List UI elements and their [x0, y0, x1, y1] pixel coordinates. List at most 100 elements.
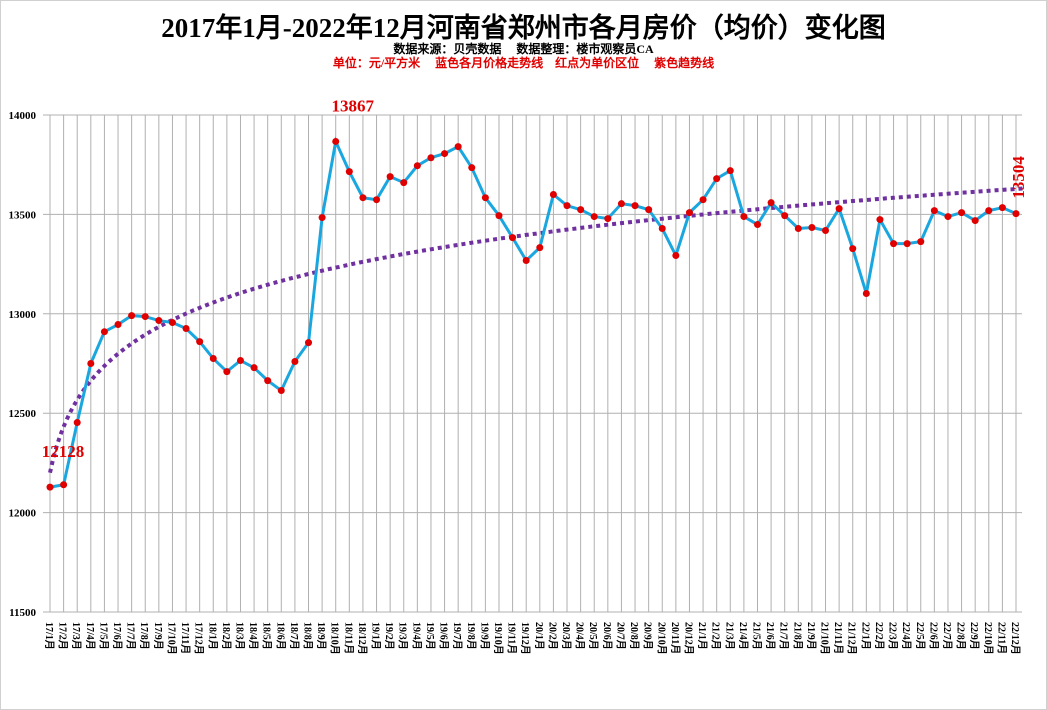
data-label: 13504	[1009, 156, 1028, 199]
x-tick-label: 21/9月	[805, 622, 817, 650]
x-tick-label: 22/11月	[995, 622, 1007, 654]
data-point	[998, 204, 1006, 212]
data-point	[645, 206, 653, 214]
data-point	[373, 196, 381, 204]
data-point	[141, 313, 149, 321]
x-tick-label: 20/11月	[669, 622, 681, 654]
data-point	[740, 213, 748, 221]
x-tick-label: 21/3月	[723, 622, 735, 650]
x-tick-label: 20/9月	[642, 622, 654, 650]
x-tick-label: 18/1月	[206, 622, 218, 650]
data-point	[944, 213, 952, 221]
data-point	[890, 240, 898, 248]
data-point	[781, 212, 789, 220]
data-point	[1012, 210, 1020, 218]
x-tick-label: 18/2月	[220, 622, 232, 650]
data-point	[427, 154, 435, 162]
y-tick-label: 11500	[9, 607, 36, 619]
y-tick-label: 12500	[9, 408, 37, 420]
x-tick-label: 20/8月	[628, 622, 640, 650]
x-tick-label: 19/6月	[438, 622, 450, 650]
x-tick-label: 19/9月	[478, 622, 490, 650]
x-tick-label: 19/2月	[383, 622, 395, 650]
data-point	[808, 224, 816, 232]
x-tick-label: 22/1月	[859, 622, 871, 650]
x-tick-label: 21/5月	[750, 622, 762, 650]
x-tick-label: 21/4月	[737, 622, 749, 650]
x-tick-label: 18/5月	[261, 622, 273, 650]
trendline	[48, 186, 1027, 474]
data-point	[155, 317, 163, 325]
data-point	[359, 194, 367, 202]
x-tick-label: 21/6月	[764, 622, 776, 650]
data-point	[631, 202, 639, 210]
x-tick-label: 21/7月	[778, 622, 790, 650]
data-point	[822, 227, 830, 235]
data-point	[930, 207, 938, 215]
x-tick-label: 22/12月	[1009, 622, 1021, 655]
x-tick-label: 20/1月	[533, 622, 545, 650]
data-point	[509, 234, 517, 242]
data-point	[849, 245, 857, 253]
data-point	[699, 196, 707, 204]
data-point	[794, 225, 802, 233]
x-tick-label: 22/3月	[887, 622, 899, 650]
x-tick-label: 20/2月	[546, 622, 558, 650]
x-tick-label: 21/12月	[846, 622, 858, 655]
x-tick-label: 19/1月	[370, 622, 382, 650]
x-tick-label: 20/5月	[587, 622, 599, 650]
data-point	[495, 212, 503, 220]
data-point	[753, 221, 761, 229]
data-point	[318, 214, 326, 222]
chart-note: 单位：元/平方米 蓝色各月价格走势线 红点为单价区位 紫色趋势线	[332, 56, 715, 70]
price-line	[49, 136, 1017, 489]
data-point	[876, 216, 884, 224]
data-point	[196, 338, 204, 346]
data-point	[291, 358, 299, 366]
x-tick-label: 22/5月	[914, 622, 926, 650]
data-point	[345, 168, 353, 176]
data-point	[536, 244, 544, 252]
data-point	[835, 205, 843, 213]
data-point	[87, 360, 95, 367]
x-tick-label: 20/7月	[614, 622, 626, 650]
x-tick-label: 19/10月	[492, 622, 504, 655]
data-point	[685, 209, 693, 217]
x-tick-label: 18/6月	[274, 622, 286, 650]
data-point	[100, 328, 108, 336]
data-point	[468, 164, 476, 172]
x-tick-label: 17/5月	[97, 622, 109, 650]
y-tick-label: 12000	[9, 508, 37, 520]
data-point	[441, 150, 449, 158]
data-point	[672, 252, 680, 260]
x-tick-label: 22/2月	[873, 622, 885, 650]
x-tick-label: 17/9月	[152, 622, 164, 650]
data-point	[168, 319, 176, 327]
data-point	[481, 194, 489, 202]
x-tick-label: 19/8月	[465, 622, 477, 650]
data-point	[713, 175, 721, 183]
data-point	[971, 217, 979, 225]
data-point	[413, 162, 421, 170]
x-tick-label: 17/4月	[84, 622, 96, 650]
data-point	[726, 167, 734, 175]
data-point	[903, 240, 911, 248]
data-label: 13867	[331, 96, 374, 115]
x-tick-label: 20/3月	[560, 622, 572, 650]
x-tick-label: 22/10月	[982, 622, 994, 655]
data-label: 12128	[42, 442, 85, 461]
data-point	[236, 357, 244, 365]
data-point	[590, 213, 598, 221]
x-tick-label: 21/11月	[832, 622, 844, 654]
data-point	[958, 209, 966, 217]
x-tick-label: 21/2月	[710, 622, 722, 650]
x-tick-label: 22/8月	[955, 622, 967, 650]
data-point	[658, 225, 666, 233]
data-point	[454, 143, 462, 151]
x-tick-label: 18/10月	[329, 622, 341, 655]
x-tick-label: 17/8月	[138, 622, 150, 650]
data-point	[386, 173, 394, 181]
y-tick-label: 13000	[9, 309, 37, 321]
x-tick-label: 21/8月	[791, 622, 803, 650]
x-tick-label: 19/12月	[519, 622, 531, 655]
